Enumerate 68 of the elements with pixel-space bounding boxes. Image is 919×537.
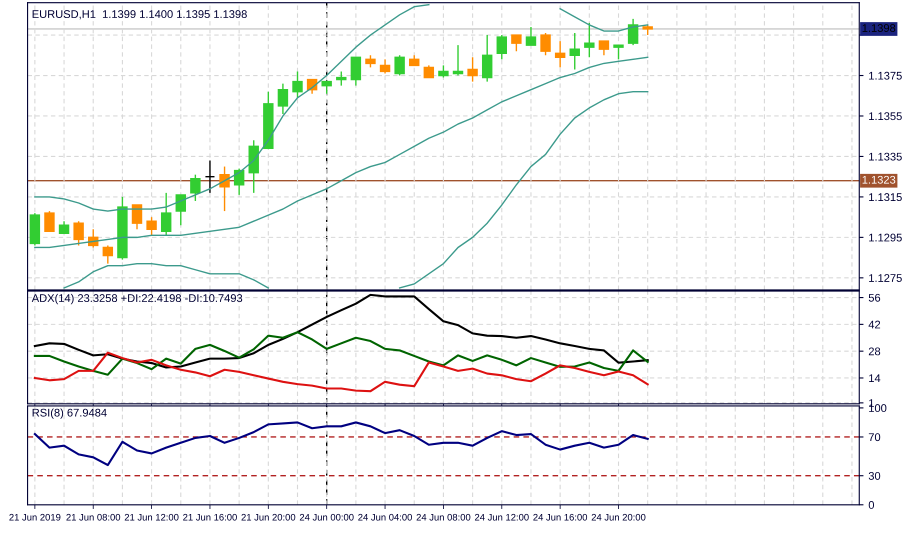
- y-tick-label: 1.1335: [869, 152, 902, 161]
- x-tick-label: 24 Jun 00:00: [300, 514, 354, 521]
- x-tick-label: 24 Jun 20:00: [592, 514, 646, 521]
- candlestick: [613, 44, 624, 60]
- x-tick-label: 24 Jun 16:00: [533, 514, 588, 521]
- candlestick: [540, 32, 551, 56]
- y-tick-label: 30: [868, 472, 880, 480]
- candlestick: [584, 22, 595, 58]
- line-series: [34, 421, 649, 466]
- x-tick-label: 24 Jun 08:00: [416, 514, 470, 521]
- text: EURUSD,H1 1.1399 1.1400 1.1395 1.1398: [32, 10, 247, 20]
- candlestick: [278, 82, 288, 115]
- candlestick: [190, 174, 201, 202]
- line-series: [34, 331, 649, 376]
- line-series: [34, 56, 648, 248]
- candlestick: [160, 192, 172, 236]
- candlestick: [554, 40, 566, 68]
- x-tick-label: 21 Jun 12:00: [124, 514, 179, 521]
- x-tick-label: 21 Jun 08:00: [66, 514, 120, 521]
- y-tick-label: 28: [868, 347, 880, 356]
- candlestick: [365, 54, 376, 68]
- candlestick: [467, 56, 478, 82]
- candlestick: [628, 18, 638, 46]
- candlestick: [570, 32, 580, 70]
- y-tick-label: 56: [868, 294, 880, 302]
- candlestick: [73, 220, 84, 246]
- candlestick: [394, 54, 405, 76]
- x-tick-label: 21 Jun 2019: [9, 514, 60, 521]
- candlestick: [102, 244, 114, 264]
- candlestick: [146, 216, 157, 236]
- y-tick-label: 1.1355: [869, 112, 902, 120]
- y-tick-label: 14: [869, 374, 880, 382]
- candlestick: [496, 34, 507, 60]
- candlestick: [292, 70, 303, 98]
- candlestick: [176, 194, 186, 226]
- candlestick: [132, 204, 142, 230]
- y-tick-label: 1.1295: [869, 234, 902, 242]
- y-tick-label: 42: [868, 320, 880, 328]
- ref-line-label: 1.1323: [862, 176, 896, 184]
- candlestick: [642, 24, 653, 36]
- x-tick-label: 21 Jun 16:00: [183, 514, 237, 521]
- candlestick: [321, 80, 332, 94]
- candlestick: [526, 26, 536, 46]
- y-tick-label: 70: [868, 433, 880, 442]
- y-tick-label: 0: [868, 501, 874, 509]
- candlestick: [380, 58, 390, 74]
- candlestick: [511, 34, 522, 52]
- x-tick-label: 24 Jun 04:00: [358, 514, 412, 521]
- y-tick-label: 1.1275: [869, 274, 902, 282]
- candlestick: [409, 54, 420, 66]
- candlestick: [424, 64, 434, 78]
- y-tick-label: 1.1315: [869, 193, 902, 202]
- candlestick: [336, 70, 346, 86]
- candlestick: [219, 166, 230, 212]
- candlestick: [204, 160, 216, 194]
- candlestick: [58, 220, 70, 234]
- x-tick-label: 21 Jun 20:00: [241, 514, 296, 521]
- y-tick-label: 1.1375: [869, 72, 902, 80]
- ref-line-label: 1.1398: [862, 24, 896, 32]
- candlestick: [350, 56, 362, 86]
- x-tick-label: 24 Jun 12:00: [474, 514, 529, 521]
- candlestick: [482, 34, 492, 82]
- line-series: [34, 352, 649, 392]
- candlestick: [438, 64, 449, 78]
- candlestick: [44, 210, 55, 232]
- chart-title: ADX(14) 23.3258 +DI:22.4198 -DI:10.7493: [32, 294, 242, 304]
- candlestick: [598, 40, 610, 56]
- chart-title: RSI(8) 67.9484: [32, 408, 107, 419]
